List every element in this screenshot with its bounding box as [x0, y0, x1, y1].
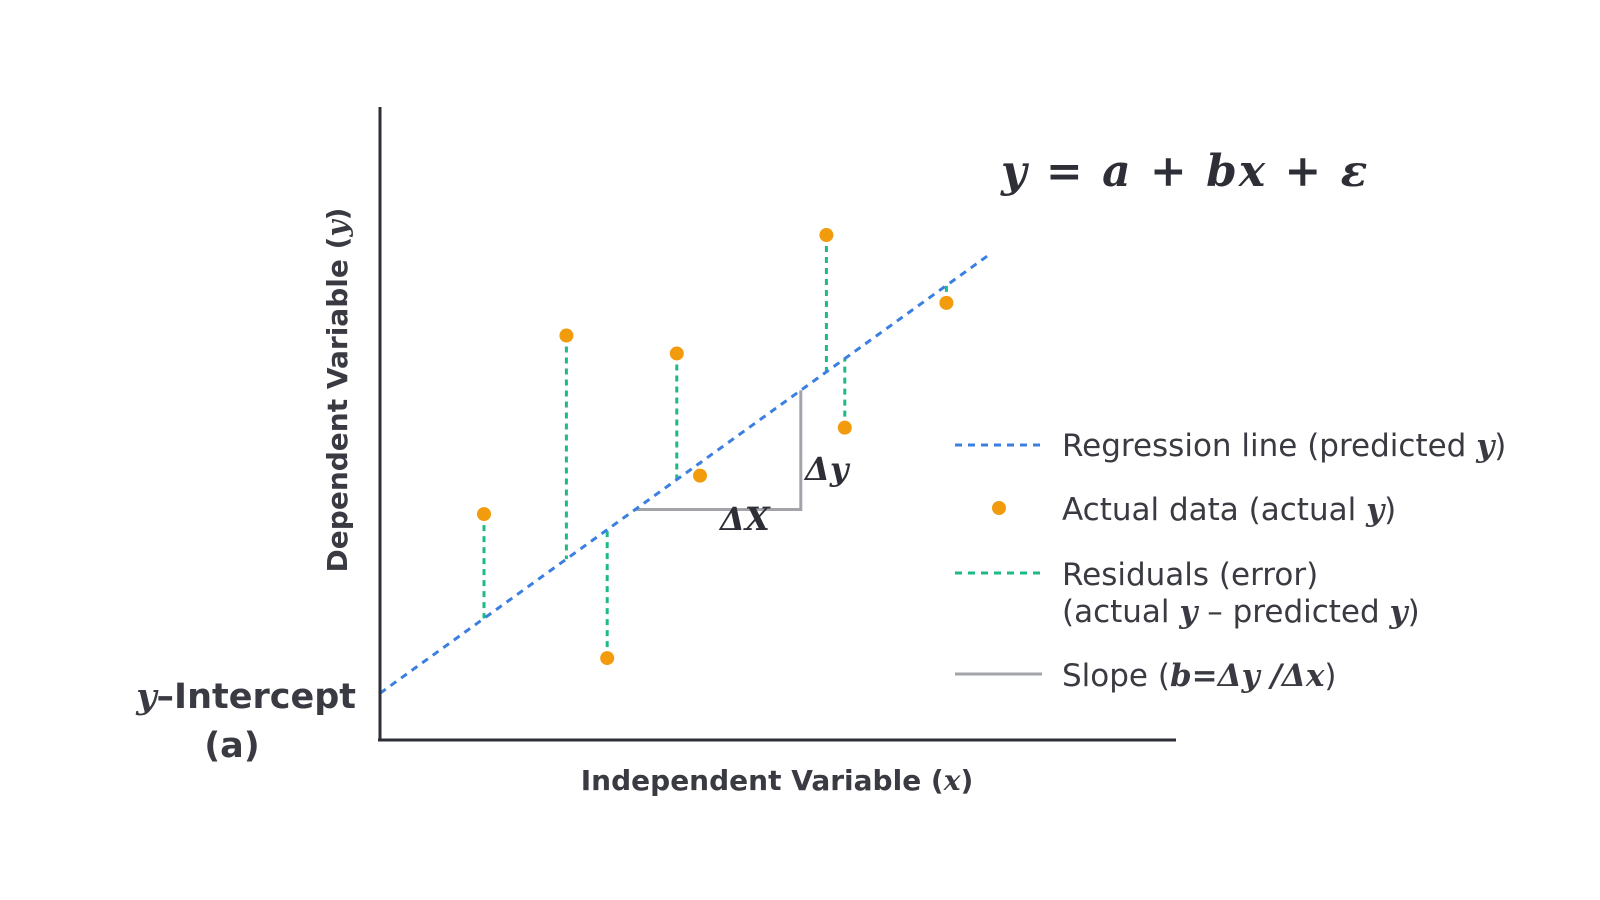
data-point-3	[600, 651, 615, 666]
plot-area	[379, 228, 989, 695]
intercept-text: –Intercept	[157, 677, 356, 717]
legend-slope-label: Slope (b=Δy /Δx)	[1062, 658, 1336, 694]
legend-residual-text-a: (actual	[1062, 594, 1179, 630]
y-axis-title: Dependent Variable (y)	[321, 208, 354, 573]
delta-y-label: Δy	[803, 450, 851, 488]
equation: y = a + bx + ε	[1000, 146, 1369, 197]
legend-actual-close: )	[1384, 492, 1396, 528]
delta-x-label: ΔX	[718, 500, 771, 538]
legend-residual-text-b: – predicted	[1197, 594, 1389, 630]
legend-regression-text: Regression line (predicted	[1062, 428, 1476, 464]
legend-regression-close: )	[1494, 428, 1506, 464]
intercept-label: y–Intercept	[135, 676, 356, 717]
legend-slope-close: )	[1324, 658, 1336, 694]
x-axis-title-var: x	[943, 764, 961, 797]
data-point-4	[669, 346, 684, 361]
data-point-5	[693, 468, 707, 483]
legend: Regression line (predicted y) Actual dat…	[955, 428, 1506, 694]
legend-residual-label-2: (actual y – predicted y)	[1062, 594, 1420, 630]
data-point-8	[939, 295, 954, 310]
data-point-1	[477, 507, 491, 522]
legend-regression-var: y	[1475, 428, 1496, 464]
y-axis-title-var: y	[321, 219, 354, 238]
legend-slope-text: Slope (	[1062, 658, 1170, 694]
legend-actual-swatch	[992, 501, 1006, 515]
legend-actual-text: Actual data (actual	[1062, 492, 1366, 528]
regression-line	[379, 254, 989, 695]
legend-slope-math: b=Δy /Δx	[1170, 658, 1325, 694]
legend-actual-label: Actual data (actual y)	[1062, 492, 1396, 528]
legend-residual-close: )	[1408, 594, 1420, 630]
intercept-sub: (a)	[204, 726, 260, 766]
legend-regression-label: Regression line (predicted y)	[1062, 428, 1506, 464]
y-axis-title-text: Dependent Variable (	[321, 237, 354, 573]
slope-triangle	[635, 390, 803, 512]
x-axis-title-text: Independent Variable (	[581, 764, 944, 797]
x-axis-title-close: )	[960, 764, 973, 797]
data-point-7	[837, 420, 852, 435]
legend-residual-label-1: Residuals (error)	[1062, 557, 1318, 593]
data-point-6	[819, 228, 834, 243]
data-point-2	[559, 328, 574, 343]
x-axis-title: Independent Variable (x)	[581, 764, 973, 797]
legend-actual-var: y	[1365, 492, 1386, 528]
legend-residual-var-2: y	[1389, 594, 1410, 630]
y-axis-title-close: )	[321, 208, 354, 221]
legend-residual-var-1: y	[1178, 594, 1199, 630]
intercept-var: y	[135, 676, 159, 717]
